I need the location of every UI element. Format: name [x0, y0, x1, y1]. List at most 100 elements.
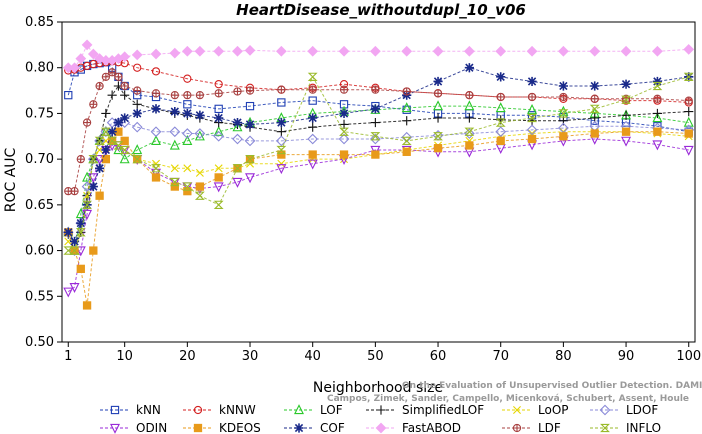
legend-item: LOF: [284, 403, 343, 417]
legend-marker: [513, 406, 521, 414]
data-point: [339, 108, 349, 119]
plot-frame: [61, 21, 696, 343]
x-tick-label: 90: [618, 349, 635, 364]
legend-label: KDEOS: [219, 421, 261, 434]
data-point: [150, 126, 162, 138]
data-point: [370, 104, 380, 114]
data-point: [496, 72, 506, 82]
legend-item: SimplifiedLOF: [366, 403, 484, 417]
data-point: [589, 45, 601, 57]
data-point: [102, 73, 110, 81]
data-point: [63, 227, 73, 237]
series-ODIN: [63, 134, 694, 298]
y-tick-label: 0.65: [25, 198, 54, 213]
y-axis-label: ROC AUC: [3, 147, 19, 212]
data-point: [171, 91, 179, 99]
data-point: [151, 173, 161, 182]
data-point: [683, 72, 694, 82]
data-point: [69, 62, 80, 74]
data-point: [95, 191, 104, 200]
legend-marker: [193, 423, 203, 433]
data-point: [76, 264, 85, 274]
data-point: [76, 218, 86, 228]
legend-marker: [110, 405, 120, 415]
data-point: [107, 127, 117, 137]
x-tick-label: 80: [555, 349, 572, 364]
data-point: [340, 86, 348, 94]
data-point: [215, 89, 223, 97]
legend-label: ODIN: [136, 421, 167, 434]
data-point: [495, 102, 506, 113]
data-point: [63, 287, 74, 298]
y-tick-label: 0.60: [25, 244, 54, 259]
data-point: [132, 144, 143, 155]
data-point: [151, 164, 161, 173]
x-tick-label: 60: [430, 349, 447, 364]
data-point: [88, 181, 98, 192]
data-point: [464, 113, 474, 123]
data-point: [69, 246, 80, 255]
data-point: [464, 100, 475, 111]
data-point: [683, 116, 694, 127]
data-point: [558, 109, 569, 118]
data-point: [233, 87, 242, 96]
data-point: [621, 95, 631, 104]
x-tick-label: 30: [242, 349, 259, 364]
legend-item: kNN: [100, 403, 161, 417]
y-tick-label: 0.75: [25, 106, 54, 121]
legend-label: COF: [320, 421, 345, 434]
x-tick-label: 50: [367, 349, 384, 364]
data-point: [94, 154, 105, 165]
data-point: [81, 39, 93, 51]
data-point: [401, 131, 413, 143]
data-point: [183, 164, 192, 173]
data-point: [169, 47, 181, 59]
data-point: [277, 150, 286, 159]
data-point: [652, 140, 663, 151]
data-point: [559, 93, 567, 101]
data-point: [591, 95, 599, 103]
legend-label: FastABOD: [402, 421, 461, 434]
legend-item: LDF: [502, 421, 561, 434]
data-point: [214, 104, 223, 114]
data-point: [590, 81, 600, 91]
data-point: [182, 182, 193, 191]
data-point: [131, 49, 143, 61]
data-point: [181, 45, 193, 57]
data-point: [275, 45, 287, 57]
data-point: [683, 145, 694, 156]
data-point: [213, 200, 224, 210]
data-point: [75, 246, 86, 257]
data-point: [214, 80, 223, 89]
data-point: [83, 118, 91, 127]
data-point: [307, 133, 319, 145]
data-point: [465, 141, 474, 150]
x-tick-label: 10: [116, 349, 133, 364]
data-point: [434, 89, 442, 97]
data-point: [558, 45, 569, 57]
legend-marker: [193, 405, 203, 415]
data-point: [245, 101, 255, 111]
data-point: [82, 301, 92, 310]
data-point: [69, 282, 80, 293]
data-point: [169, 139, 180, 150]
data-point: [558, 81, 568, 91]
data-point: [170, 107, 180, 117]
data-point: [170, 182, 179, 191]
data-point: [370, 132, 381, 141]
data-point: [169, 177, 180, 187]
data-point: [194, 191, 205, 200]
legend-marker: [513, 424, 521, 432]
data-point: [214, 113, 224, 123]
data-point: [496, 136, 505, 146]
data-point: [339, 150, 349, 159]
data-point: [309, 86, 317, 94]
data-point: [339, 119, 349, 129]
data-point: [181, 128, 193, 139]
data-point: [100, 127, 111, 136]
data-point: [170, 164, 179, 173]
data-point: [590, 129, 599, 138]
data-point: [119, 51, 131, 63]
data-point: [232, 164, 243, 173]
